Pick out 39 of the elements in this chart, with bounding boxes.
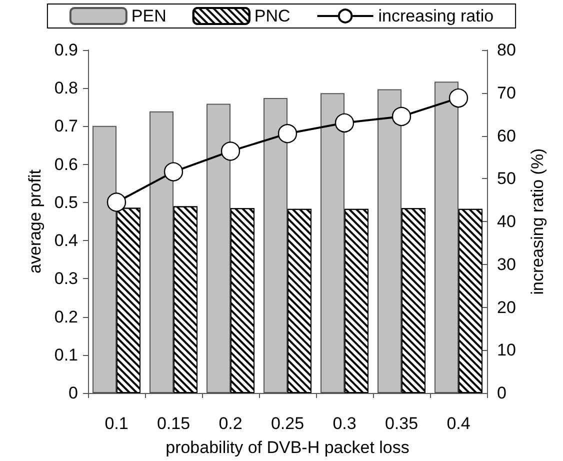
y2-tick-label: 40 <box>497 212 516 231</box>
y2-axis-title: increasing ratio (%) <box>528 148 547 295</box>
y-tick-label: 0.9 <box>54 40 78 60</box>
y-tick-label: 0.7 <box>54 116 78 136</box>
y2-tick-label: 80 <box>497 40 516 60</box>
x-tick-label: 0.3 <box>332 414 356 433</box>
y2-tick-label: 20 <box>497 298 516 317</box>
y2-tick-label: 50 <box>497 169 516 188</box>
x-axis-title: probability of DVB-H packet loss <box>166 438 410 457</box>
point <box>448 88 468 108</box>
point <box>278 124 298 144</box>
y2-tick-label: 70 <box>497 83 516 102</box>
legend-label: PEN <box>131 6 166 26</box>
point <box>106 192 126 212</box>
y2-tick-label: 10 <box>497 340 516 360</box>
point <box>164 162 184 182</box>
point <box>334 113 354 132</box>
y-axis-title: average profit <box>25 169 44 274</box>
legend-label: PNC <box>254 6 290 26</box>
x-tick-label: 0.15 <box>156 414 190 433</box>
x-tick-label: 0.25 <box>270 414 304 433</box>
y-tick-label: 0.2 <box>54 307 78 326</box>
point <box>392 106 412 126</box>
x-tick-label: 0.4 <box>446 414 470 433</box>
y-tick-label: 0.8 <box>54 78 78 98</box>
y2-tick-label: 30 <box>497 254 516 274</box>
y-tick-label: 0.5 <box>54 192 78 212</box>
y-tick-label: 0.1 <box>54 345 78 364</box>
y2-tick-label: 0 <box>497 384 506 402</box>
y-tick-label: 0.6 <box>54 154 78 174</box>
x-tick-label: 0.2 <box>218 414 242 433</box>
legend-label: increasing ratio <box>378 6 494 26</box>
x-tick-label: 0.1 <box>104 414 128 433</box>
y-tick-label: 0 <box>68 384 78 402</box>
point <box>220 142 240 161</box>
y-tick-label: 0.3 <box>54 269 78 288</box>
y-tick-label: 0.4 <box>54 231 78 250</box>
x-tick-label: 0.35 <box>384 414 418 433</box>
y2-tick-label: 60 <box>497 126 516 146</box>
